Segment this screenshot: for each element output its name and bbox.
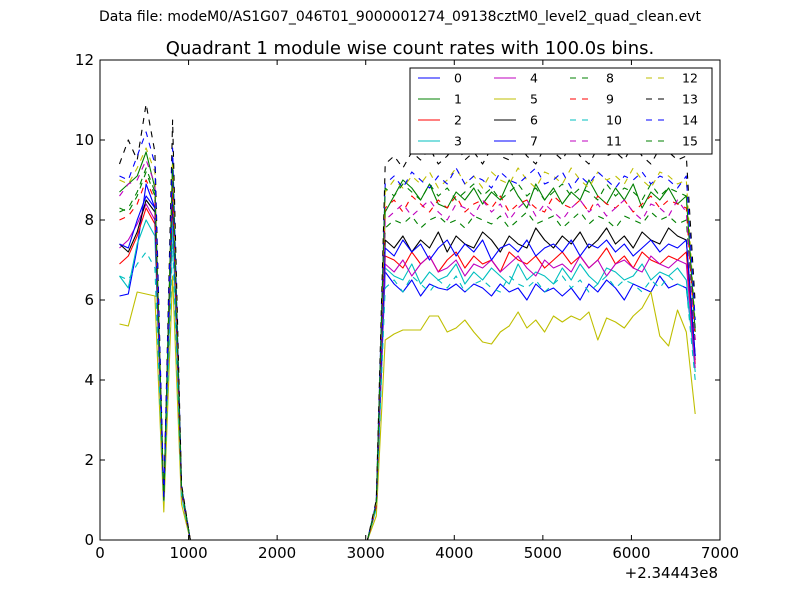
legend-label-10: 10 (606, 113, 622, 128)
x-tick-label: 5000 (524, 544, 562, 562)
series-layer (118, 103, 696, 541)
legend-label-5: 5 (530, 92, 538, 107)
y-tick-label: 12 (75, 51, 94, 69)
y-tick-label: 2 (84, 451, 94, 469)
series-line-6 (119, 187, 696, 541)
legend-label-6: 6 (530, 113, 538, 128)
series-line-12 (119, 147, 696, 541)
legend-label-15: 15 (682, 134, 698, 149)
series-line-14 (119, 131, 696, 541)
x-tick-label: 4000 (435, 544, 473, 562)
chart-title: Quadrant 1 module wise count rates with … (166, 38, 655, 59)
y-tick-label: 4 (84, 371, 94, 389)
x-tick-label: 2000 (258, 544, 296, 562)
series-line-9 (119, 179, 696, 541)
legend-label-1: 1 (454, 92, 462, 107)
series-line-15 (119, 167, 696, 541)
series-line-13 (118, 103, 696, 541)
legend-label-13: 13 (682, 92, 698, 107)
y-tick-label: 8 (84, 211, 94, 229)
series-line-5 (119, 275, 696, 541)
legend-label-3: 3 (454, 134, 462, 149)
x-tick-label: 6000 (612, 544, 650, 562)
x-tick-label: 0 (95, 544, 105, 562)
x-axis-offset-label: +2.34443e8 (625, 564, 718, 582)
y-tick-label: 6 (84, 291, 94, 309)
legend-label-2: 2 (454, 113, 462, 128)
legend-label-12: 12 (682, 71, 698, 86)
series-line-7 (119, 183, 696, 541)
legend-label-8: 8 (606, 71, 614, 86)
series-line-2 (119, 199, 696, 541)
series-line-8 (119, 171, 696, 541)
y-tick-label: 10 (75, 131, 94, 149)
legend-label-9: 9 (606, 92, 614, 107)
legend-label-0: 0 (454, 71, 462, 86)
x-tick-label: 1000 (169, 544, 207, 562)
legend-frame (409, 67, 713, 155)
series-line-11 (119, 159, 696, 541)
legend-label-14: 14 (682, 113, 698, 128)
file-name-caption: Data file: modeM0/AS1G07_046T01_90000012… (99, 9, 701, 25)
x-tick-label: 3000 (347, 544, 385, 562)
legend-label-4: 4 (530, 71, 538, 86)
legend-label-7: 7 (530, 134, 538, 149)
legend-label-11: 11 (606, 134, 622, 149)
series-line-0 (119, 179, 696, 541)
x-tick-label: 7000 (701, 544, 739, 562)
series-line-10 (119, 243, 696, 541)
y-tick-label: 0 (84, 531, 94, 549)
